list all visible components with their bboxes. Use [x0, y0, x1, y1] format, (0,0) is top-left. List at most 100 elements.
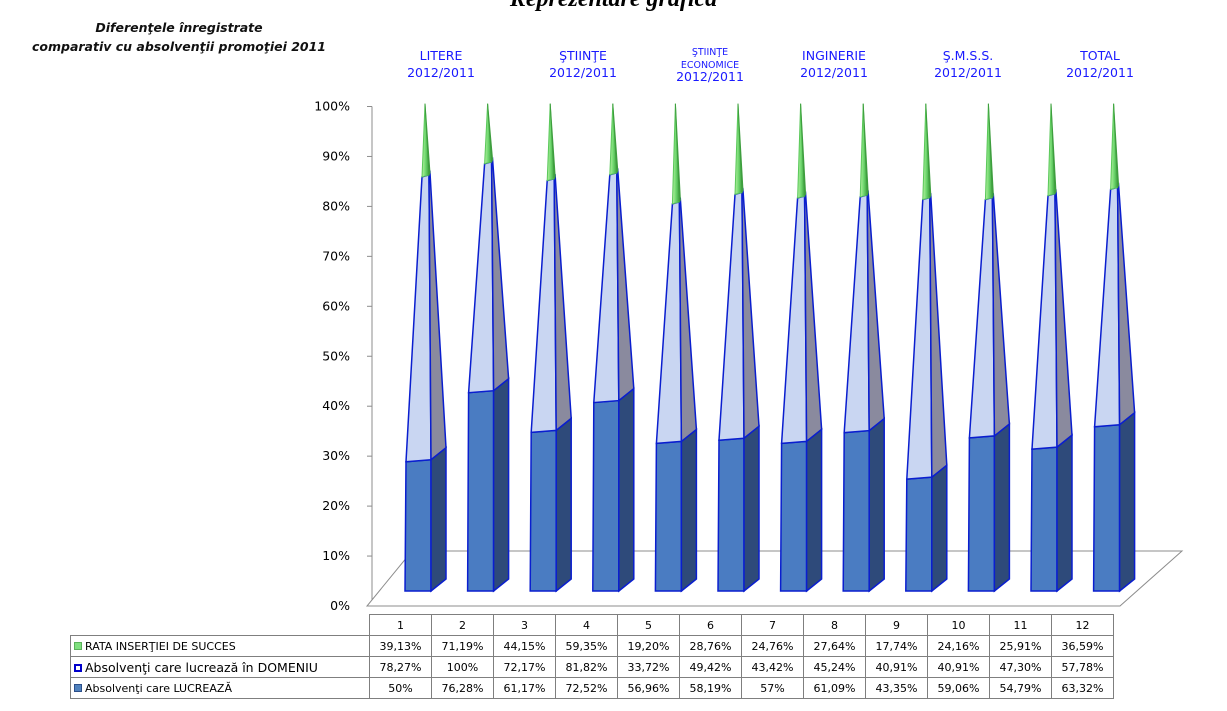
bar-domeniu-side: [428, 170, 447, 462]
y-tick-label: 40%: [322, 398, 350, 413]
bar-lucreaza-side: [618, 387, 635, 593]
group-label-line: 2012/2011: [1066, 65, 1134, 80]
bar-domeniu-side: [741, 187, 760, 440]
bar-lucreaza-front: [717, 437, 745, 592]
table-col-header: 7: [741, 614, 804, 636]
bar-6: [717, 103, 760, 593]
bar-lucreaza-front: [842, 429, 870, 592]
table-cell: 50%: [369, 677, 432, 699]
bar-domeniu-side: [678, 197, 698, 443]
table-cell: 72,17%: [493, 656, 556, 678]
bar-rata-side: [1050, 103, 1057, 196]
table-cell: 49,42%: [679, 656, 742, 678]
table-cell: 43,42%: [741, 656, 804, 678]
bar-domeniu-side: [803, 191, 823, 443]
group-label-line: 2012/2011: [407, 65, 475, 80]
bar-11: [1030, 103, 1073, 593]
table-cell: 59,06%: [927, 677, 990, 699]
table-cell: 57%: [741, 677, 804, 699]
table-cell: 27,64%: [803, 635, 866, 657]
y-tick-label: 70%: [322, 248, 350, 263]
group-label-line: ECONOMICE: [681, 60, 739, 71]
bar-lucreaza-front: [1092, 423, 1121, 592]
bar-lucreaza-side: [805, 427, 823, 593]
subtitle-line-2: comparativ cu absolvenţii promoţiei 2011: [31, 39, 327, 54]
table-col-header: 4: [555, 614, 618, 636]
table-col-header: 9: [865, 614, 928, 636]
bar-domeniu-side: [1054, 188, 1073, 449]
table-cell: 63,32%: [1051, 677, 1114, 699]
table-corner: [71, 615, 370, 636]
table-col-header: 5: [617, 614, 680, 636]
table-cell: 19,20%: [617, 635, 680, 657]
legend-entry: RATA INSERŢIEI DE SUCCES: [70, 635, 370, 657]
bar-domeniu-front: [1093, 186, 1121, 428]
table-cell: 25,91%: [989, 635, 1052, 657]
bar-lucreaza-side: [680, 427, 698, 593]
table-cell: 54,79%: [989, 677, 1052, 699]
table-cell: 47,30%: [989, 656, 1052, 678]
bar-lucreaza-front: [905, 476, 933, 592]
table-cell: 44,15%: [493, 635, 556, 657]
group-label-line: 2012/2011: [549, 65, 617, 80]
table-col-header: 11: [989, 614, 1052, 636]
bar-domeniu-front: [530, 177, 557, 434]
table-cell: 100%: [431, 656, 494, 678]
bar-lucreaza-side: [868, 417, 885, 593]
group-label-line: 2012/2011: [676, 69, 744, 84]
table-header-row: 1 2 3 4 5 6 7 8 9 10 11 12: [71, 614, 1114, 636]
table-cell: 43,35%: [865, 677, 928, 699]
bar-lucreaza-side: [743, 424, 760, 593]
table-cell: 56,96%: [617, 677, 680, 699]
bar-domeniu-front: [843, 193, 870, 434]
bar-rata-side: [737, 103, 744, 195]
group-label-line: INGINERIE: [802, 48, 866, 63]
bar-rata-side: [674, 103, 681, 203]
bar-domeniu-front: [968, 196, 996, 439]
table-cell: 36,59%: [1051, 635, 1114, 657]
bar-rata-side: [1113, 103, 1120, 190]
bar-domeniu-side: [866, 190, 885, 433]
bar-lucreaza-front: [404, 458, 432, 592]
table-col-header: 2: [431, 614, 494, 636]
bar-domeniu-side: [553, 173, 572, 432]
table-row: Absolvenţi care lucrează în DOMENIU 78,27…: [70, 656, 1114, 678]
table-cell: 72,52%: [555, 677, 618, 699]
table-row: RATA INSERŢIEI DE SUCCES 39,13% 71,19% 44,1…: [70, 635, 1114, 657]
table-cell: 33,72%: [617, 656, 680, 678]
bar-rata-side: [925, 103, 932, 200]
y-tick-label: 60%: [322, 298, 350, 313]
bar-domeniu-front: [1031, 192, 1058, 450]
group-label-line: 2012/2011: [934, 65, 1002, 80]
bar-rata-side: [487, 103, 494, 164]
bar-1: [404, 103, 447, 593]
bar-3: [529, 103, 572, 593]
page-title: Reprezentare grafică: [0, 0, 1227, 13]
bar-2: [466, 103, 510, 593]
bar-lucreaza-side: [1118, 411, 1136, 593]
bar-5: [654, 103, 698, 593]
bar-lucreaza-front: [779, 440, 808, 592]
bar-4: [592, 103, 635, 593]
table-row: Absolvenţi care LUCREAZĂ 50% 76,28% 61,17% 7…: [70, 677, 1114, 699]
bar-rata-side: [800, 103, 807, 198]
table-cell: 61,09%: [803, 677, 866, 699]
bar-rata-side: [612, 103, 619, 175]
bar-7: [779, 103, 823, 593]
legend-entry: Absolvenţi care lucrează în DOMENIU: [70, 656, 370, 678]
bar-lucreaza-side: [931, 463, 948, 593]
bar-rata-side: [424, 103, 431, 177]
bar-lucreaza-front: [529, 429, 557, 592]
y-tick-label: 0%: [330, 598, 350, 613]
legend-label: Absolvenţi care lucrează în DOMENIU: [85, 659, 318, 675]
table-cell: 81,82%: [555, 656, 618, 678]
table-cell: 57,78%: [1051, 656, 1114, 678]
bar-rata-side: [862, 103, 869, 197]
table-cell: 24,76%: [741, 635, 804, 657]
table-cell: 78,27%: [369, 656, 432, 678]
subtitle-line-1: Diferenţele înregistrate: [95, 20, 263, 35]
group-label-line: ŞTIINŢE: [692, 47, 728, 58]
table-col-header: 10: [927, 614, 990, 636]
bar-lucreaza-side: [430, 446, 447, 593]
